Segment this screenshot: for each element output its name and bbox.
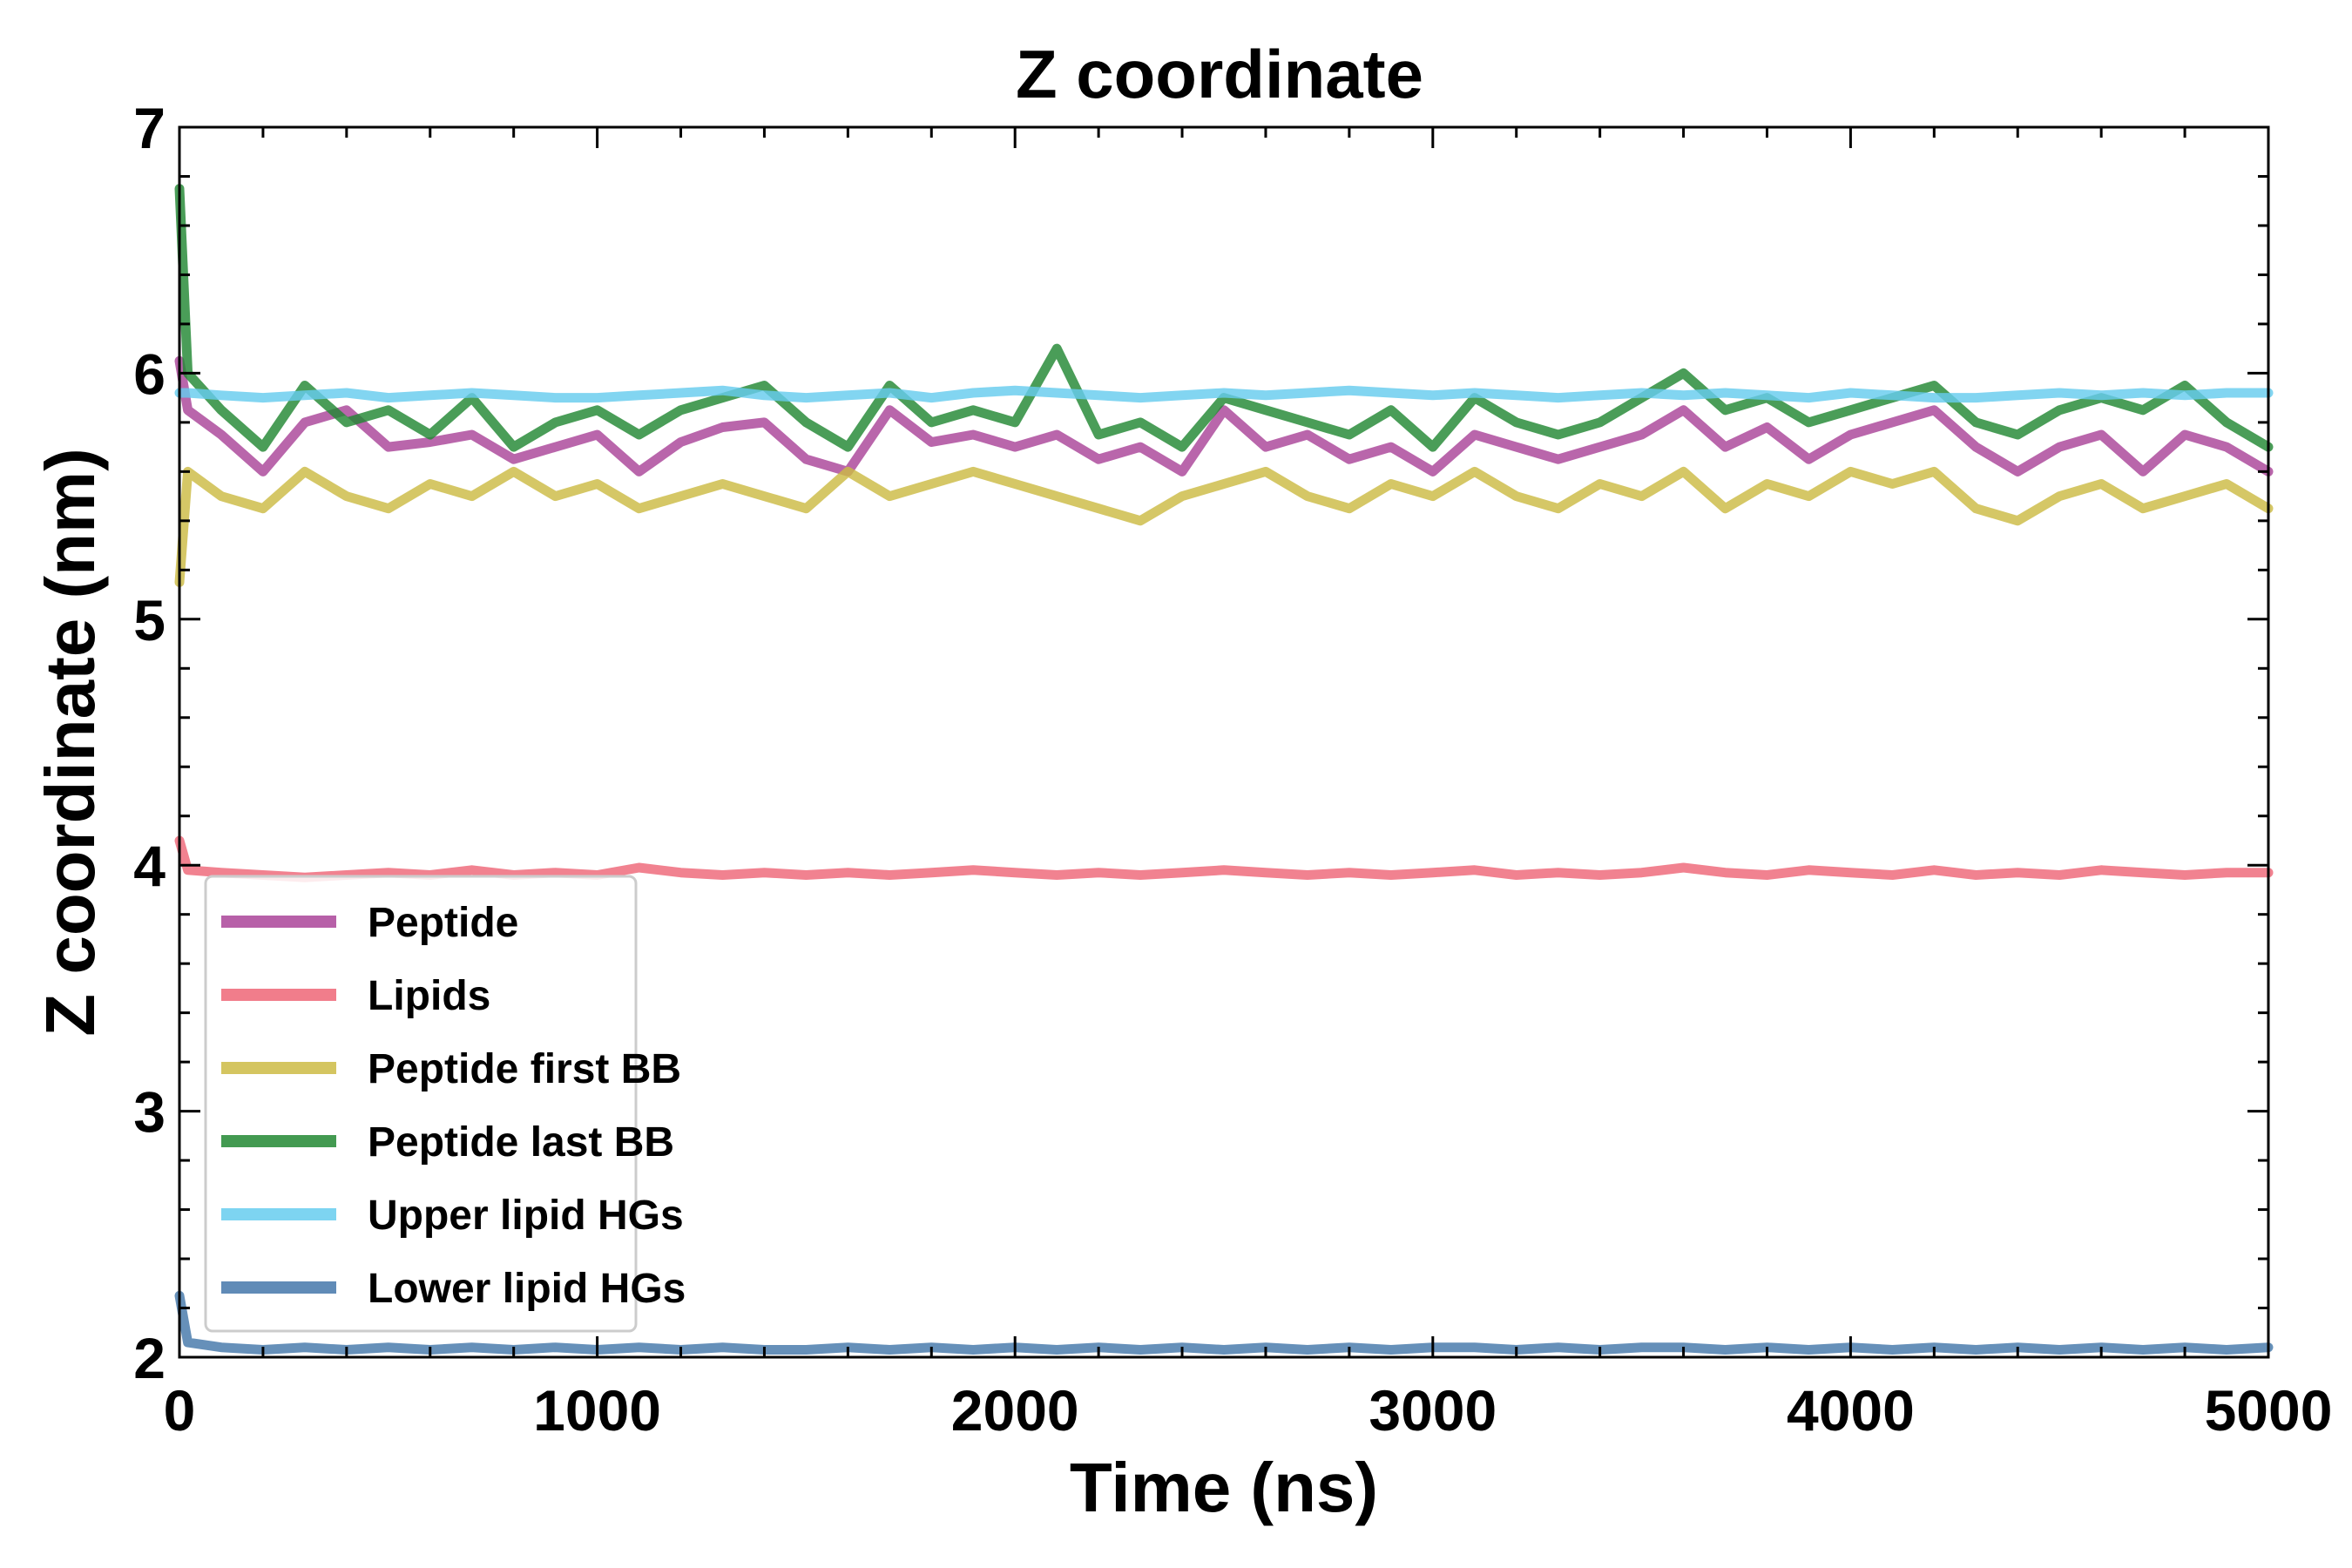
series-line-peptide-last-bb: [174, 184, 2274, 452]
series-line-upper-lipid-hgs: [174, 385, 2274, 403]
legend-label-peptide: Peptide: [368, 900, 518, 946]
y-tick-label: 3: [133, 1080, 166, 1145]
y-tick-label: 2: [133, 1326, 166, 1390]
series-line-lower-lipid-hgs: [174, 1290, 2274, 1355]
x-tick-label: 1000: [533, 1378, 661, 1443]
y-tick-label: 6: [133, 341, 166, 406]
x-tick-label: 4000: [1787, 1378, 1915, 1443]
legend-label-peptide-first-bb: Peptide first BB: [368, 1046, 681, 1092]
x-tick-label: 5000: [2205, 1378, 2333, 1443]
y-tick-label: 7: [133, 96, 166, 160]
series-line-peptide: [174, 355, 2274, 476]
legend-label-lipids: Lipids: [368, 973, 490, 1019]
legend-label-lower-lipid-hgs: Lower lipid HGs: [368, 1266, 686, 1312]
x-tick-label: 3000: [1369, 1378, 1497, 1443]
legend-label-upper-lipid-hgs: Upper lipid HGs: [368, 1193, 684, 1239]
axis-ticks: [178, 125, 2270, 1359]
x-tick-label: 2000: [951, 1378, 1079, 1443]
y-axis-label: Z coordinate (nm): [31, 448, 109, 1037]
x-tick-label: 0: [164, 1378, 196, 1443]
plot-frame: [178, 125, 2270, 1359]
chart-title: Z coordinate: [1016, 36, 1423, 112]
y-tick-label: 4: [133, 834, 166, 898]
legend-label-peptide-last-bb: Peptide last BB: [368, 1119, 674, 1166]
series-line-lipids: [174, 835, 2274, 882]
legend: Peptide Lipids Peptide first BB Peptide las…: [204, 875, 686, 1333]
series-line-peptide-first-bb: [174, 466, 2274, 587]
plot-lines: [174, 184, 2274, 1355]
x-axis-label: Time (ns): [1070, 1449, 1378, 1526]
y-tick-label: 5: [133, 588, 166, 652]
tick-labels: 0 1000 2000 3000 4000 5000 2 3 4 5 6 7: [133, 96, 2332, 1443]
